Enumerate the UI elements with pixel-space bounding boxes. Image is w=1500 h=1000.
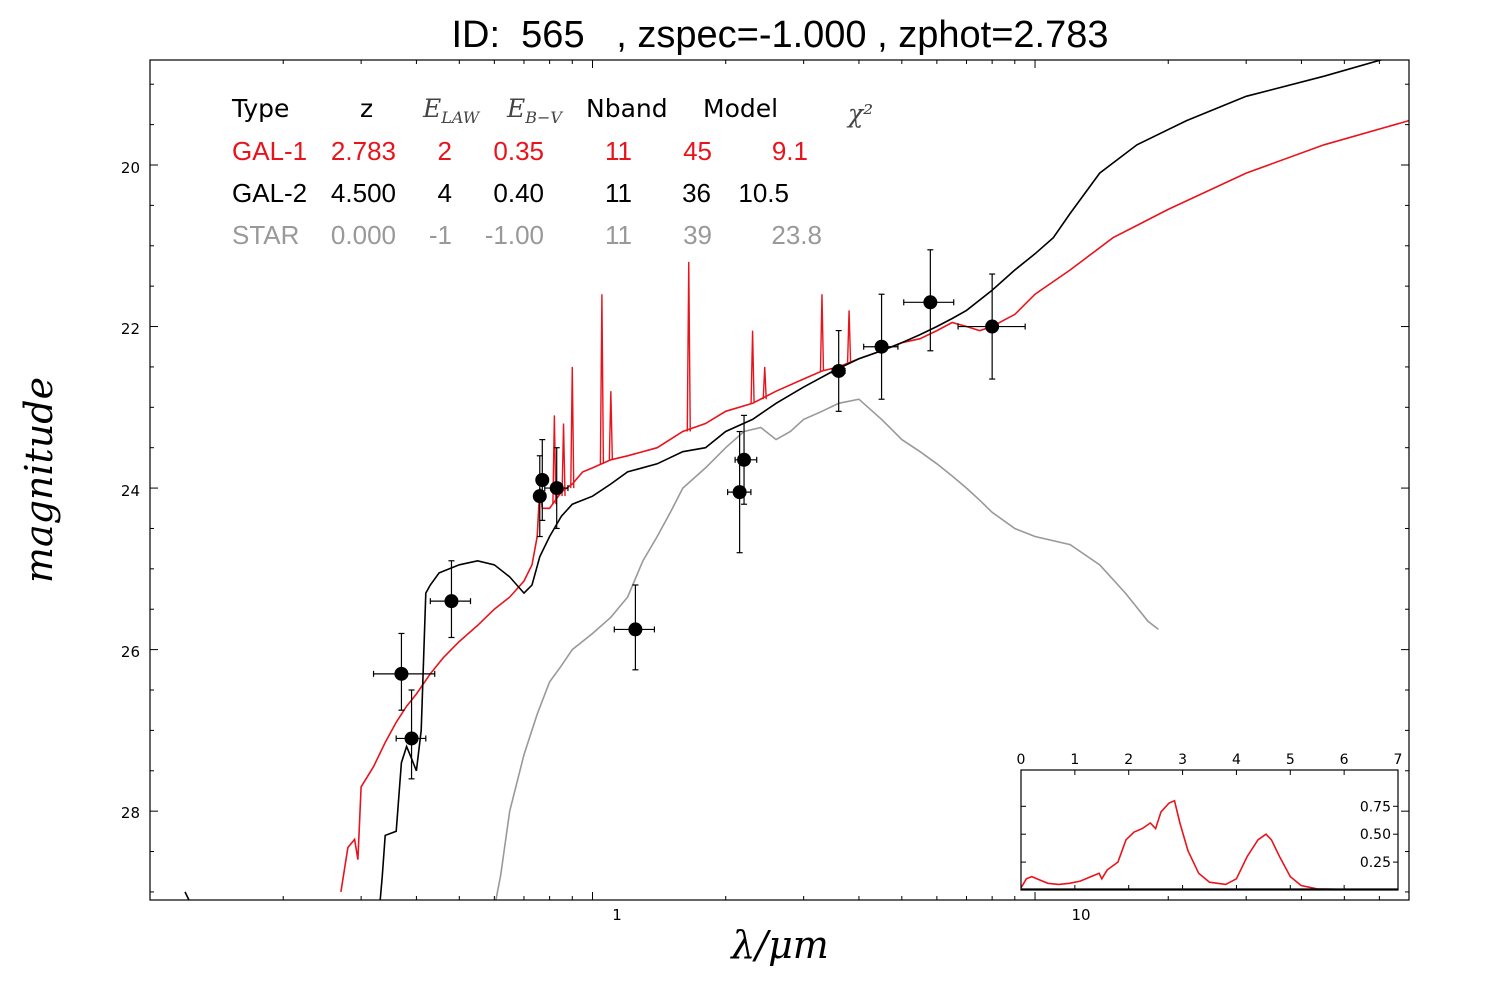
legend-gal-1-nband: 11 xyxy=(605,136,632,166)
photometry-point xyxy=(544,447,569,530)
y-tick-label-22: 22 xyxy=(121,320,140,338)
redshift-pdf-inset: 0 1 2 3 4 5 6 7 0.25 0.50 0.75 xyxy=(1017,752,1403,891)
legend-gal-1-z: 2.783 xyxy=(331,136,396,166)
legend-star-ebv: -1.00 xyxy=(485,220,544,250)
photometry-point xyxy=(831,329,846,412)
gal1-model-line xyxy=(340,119,1409,893)
x-tick-label-10: 10 xyxy=(1071,906,1090,924)
legend-gal-2-ebv: 0.40 xyxy=(493,178,544,208)
y-tick-label-26: 26 xyxy=(121,643,140,661)
photometry-points xyxy=(372,249,1026,780)
y-axis-label: magnitude xyxy=(17,377,61,583)
inset-y-tick-label: 0.50 xyxy=(1360,827,1391,843)
photometry-point xyxy=(734,414,758,505)
photometry-point xyxy=(863,293,899,400)
inset-x-tick-label: 0 xyxy=(1017,752,1026,768)
legend-gal-1-ebv: 0.35 xyxy=(493,136,544,166)
photometry-point xyxy=(957,273,1026,380)
gal1-emission-line xyxy=(762,366,767,400)
legend-gal-1-elaw: 2 xyxy=(438,136,452,166)
legend-gal-2-model: 36 xyxy=(682,178,711,208)
chart-title: ID: 565 , zspec=-1.000 , zphot=2.783 xyxy=(451,14,1109,56)
y-tick-label-20: 20 xyxy=(121,159,140,177)
legend-gal-2-nband: 11 xyxy=(605,178,632,208)
y-tick-label-24: 24 xyxy=(121,482,140,500)
axis-ticks xyxy=(149,60,1410,900)
inset-x-tick-label: 7 xyxy=(1394,752,1403,768)
inset-x-tick-label: 6 xyxy=(1340,752,1349,768)
legend-header-model: Model xyxy=(703,94,778,123)
inset-x-tick-label: 2 xyxy=(1124,752,1133,768)
gal1-emission-line xyxy=(686,261,691,432)
inset-y-tick-label: 0.75 xyxy=(1360,799,1391,815)
legend-star-z: 0.000 xyxy=(331,220,396,250)
gal1-emission-line xyxy=(599,294,605,464)
legend-gal-2-z: 4.500 xyxy=(331,178,396,208)
legend-gal-1-type: GAL-1 xyxy=(232,136,307,166)
gal1-emission-line xyxy=(819,294,825,371)
x-axis-label: λ/μm xyxy=(729,923,829,967)
legend-star-model: 39 xyxy=(683,220,712,250)
legend-star-elaw: -1 xyxy=(429,220,452,250)
inset-x-tick-label: 5 xyxy=(1286,752,1295,768)
legend-gal-2-elaw: 4 xyxy=(438,178,452,208)
inset-x-tick-label: 1 xyxy=(1070,752,1079,768)
photometry-point xyxy=(903,249,955,352)
inset-pdf-line xyxy=(1021,799,1398,890)
plot-frame xyxy=(149,59,1410,901)
photometry-point xyxy=(429,560,472,639)
legend-header-nband: Nband xyxy=(586,94,668,123)
photometry-point xyxy=(613,584,656,671)
inset-y-tick-label: 0.25 xyxy=(1360,855,1391,871)
gal1-emission-line xyxy=(846,310,852,363)
gal1-emission-line xyxy=(552,415,557,505)
legend-gal-2-chi2: 10.5 xyxy=(738,178,789,208)
gal1-emission-line xyxy=(750,330,755,404)
legend-header-type: Type xyxy=(231,94,289,123)
inset-x-tick-label: 4 xyxy=(1232,752,1241,768)
photometry-point xyxy=(395,689,427,780)
legend-gal-2-type: GAL-2 xyxy=(232,178,307,208)
star-model-line xyxy=(495,398,1159,900)
gal1-emission-line xyxy=(561,423,566,497)
legend-star-nband: 11 xyxy=(605,220,632,250)
legend-header-elaw: ELAW xyxy=(422,94,481,127)
y-tick-label-28: 28 xyxy=(121,804,140,822)
model-curves xyxy=(184,60,1409,900)
legend-gal-1-chi2: 9.1 xyxy=(772,136,808,166)
legend-gal-1-model: 45 xyxy=(683,136,712,166)
legend-header-z: z xyxy=(360,94,373,123)
legend-star-type: STAR xyxy=(232,220,299,250)
photometry-point xyxy=(727,430,752,554)
gal2-model-line xyxy=(184,60,1384,900)
gal1-emission-line xyxy=(570,366,575,489)
x-tick-label-1: 1 xyxy=(612,906,622,924)
photometry-point xyxy=(532,455,547,538)
photometry-point xyxy=(535,439,550,521)
photometry-point xyxy=(372,632,436,711)
gal1-emission-line xyxy=(608,391,614,460)
legend-star-chi2: 23.8 xyxy=(771,220,822,250)
inset-frame xyxy=(1020,769,1399,891)
legend-header-ebv: EB−V xyxy=(506,94,563,127)
legend-header-chi2: χ² xyxy=(846,99,873,128)
inset-x-tick-label: 3 xyxy=(1178,752,1187,768)
legend-table: Type z ELAW EB−V Nband Model χ² GAL-1 2.7… xyxy=(231,94,873,250)
